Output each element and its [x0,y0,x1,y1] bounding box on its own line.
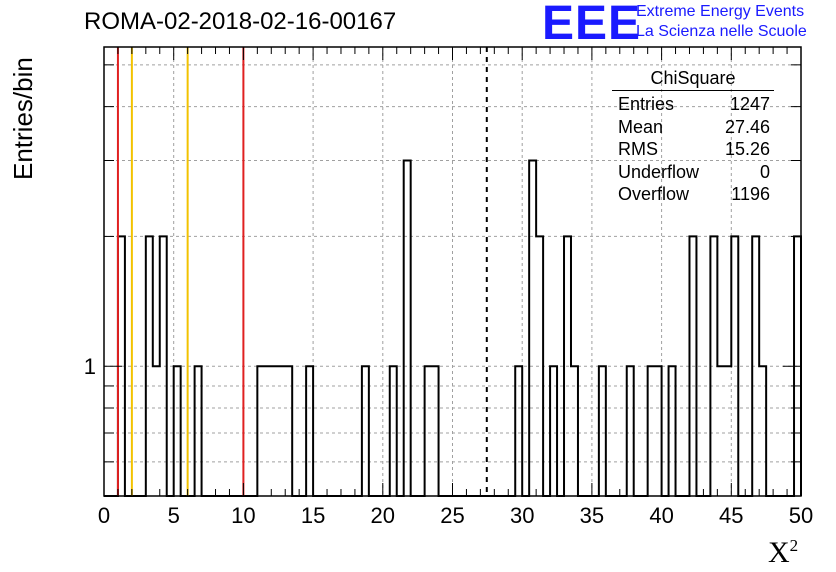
marker-lines [116,47,488,496]
histogram-bin [752,236,759,496]
stats-label: RMS [618,139,658,159]
histogram-bin [655,366,662,496]
y-tick-labels: 1 [84,354,96,379]
histogram-bin [174,366,181,496]
histogram-bin [285,366,292,496]
histogram-bin [390,366,397,496]
stats-value: 1247 [729,94,770,114]
histogram-bin [529,160,536,496]
histogram-bin [425,366,432,496]
stats-box: ChiSquare Entries 1247 Mean 27.46 RMS 15… [612,68,774,206]
histogram-bin [599,366,606,496]
x-tick-label: 5 [168,503,180,528]
y-tick-label: 1 [84,354,96,379]
stats-row: Mean 27.46 [612,116,774,139]
histogram-bin [669,366,676,496]
x-tick-label: 40 [649,503,673,528]
stats-title: ChiSquare [612,68,774,91]
histogram-bin [564,236,571,496]
stats-value: 15.26 [724,139,770,159]
x-tick-label: 25 [440,503,464,528]
histogram-bin [264,366,271,496]
logo-line-2: La Scienza nelle Scuole [636,23,807,40]
histogram-bin [160,236,167,496]
logo-text: Extreme Energy Events La Scienza nelle S… [636,2,807,42]
stats-row: RMS 15.26 [612,138,774,161]
stats-row: Overflow 1196 [612,183,774,206]
histogram-bin [627,366,634,496]
histogram-bin [432,366,439,496]
histogram-bin [759,366,766,496]
x-tick-labels: 0 5 10 15 20 25 30 35 40 45 50 [98,503,813,528]
histogram-bin [550,366,557,496]
histogram-bin [648,366,655,496]
chart-title: ROMA-02-2018-02-16-00167 [84,8,397,35]
stats-label: Underflow [618,161,700,182]
histogram-bin [257,366,264,496]
stats-label: Mean [618,116,664,137]
x-tick-label: 10 [231,503,255,528]
histogram-bin [689,236,696,496]
histogram-bin [271,366,278,496]
histogram-bin [278,366,285,496]
stats-value: 27.46 [724,116,770,137]
y-axis-label: Entries/bin [8,57,38,180]
x-tick-label: 50 [789,503,813,528]
stats-row: Underflow 0 [612,161,774,184]
stats-label: Overflow [618,184,690,204]
histogram-bin [710,236,717,496]
histogram-bin [717,366,724,496]
x-axis-label: X2 [768,536,799,569]
histogram-bin [153,366,160,496]
x-tick-label: 20 [371,503,395,528]
logo-line-1: Extreme Energy Events [636,3,805,20]
stats-label: Entries [618,94,675,114]
x-tick-label: 35 [580,503,604,528]
eee-logo: EEE [542,0,642,50]
histogram-bin [515,366,522,496]
histogram-bin [195,366,202,496]
stats-value: 1196 [731,184,770,204]
axis-ticks [103,47,802,496]
histogram-bin [536,236,543,496]
histogram-bin [571,366,578,496]
x-tick-label: 30 [510,503,534,528]
histogram-bin [362,366,369,496]
histogram-bin [146,236,153,496]
histogram-bin [306,366,313,496]
histogram-bin [724,366,731,496]
x-tick-label: 45 [719,503,743,528]
stats-value: 0 [759,161,770,182]
x-tick-label: 0 [98,503,110,528]
stats-row: Entries 1247 [612,93,774,116]
histogram-bin [731,236,738,496]
x-tick-label: 15 [301,503,325,528]
histogram-bin [404,160,411,496]
